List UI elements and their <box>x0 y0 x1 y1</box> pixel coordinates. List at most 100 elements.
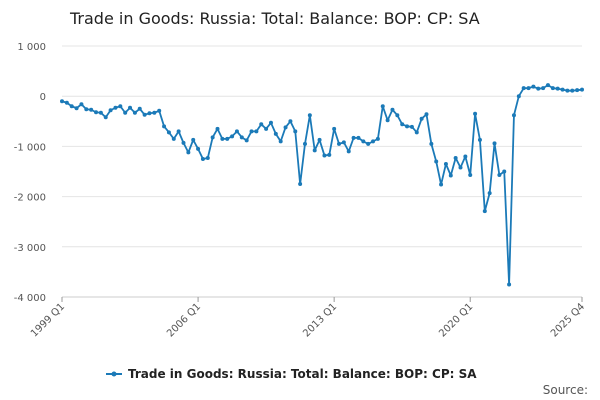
data-point[interactable] <box>103 115 108 120</box>
data-point[interactable] <box>239 135 244 140</box>
data-point[interactable] <box>405 124 410 129</box>
data-point[interactable] <box>575 88 580 93</box>
data-point[interactable] <box>497 173 502 178</box>
data-point[interactable] <box>205 155 210 160</box>
data-point[interactable] <box>545 83 550 88</box>
data-point[interactable] <box>176 129 181 134</box>
data-point[interactable] <box>84 107 89 112</box>
data-point[interactable] <box>273 131 278 136</box>
data-point[interactable] <box>225 136 230 141</box>
data-point[interactable] <box>259 122 264 127</box>
data-point[interactable] <box>215 126 220 131</box>
data-point[interactable] <box>118 104 123 109</box>
data-point[interactable] <box>580 87 584 92</box>
data-point[interactable] <box>210 135 215 140</box>
data-point[interactable] <box>458 165 463 170</box>
data-point[interactable] <box>453 155 458 160</box>
data-point[interactable] <box>346 149 351 154</box>
data-point[interactable] <box>477 137 482 142</box>
data-point[interactable] <box>419 116 424 121</box>
data-point[interactable] <box>79 102 84 107</box>
data-point[interactable] <box>390 107 395 112</box>
data-point[interactable] <box>351 135 356 140</box>
data-point[interactable] <box>555 86 560 91</box>
data-point[interactable] <box>94 110 99 115</box>
data-point[interactable] <box>89 107 94 112</box>
data-point[interactable] <box>186 150 191 155</box>
data-point[interactable] <box>341 140 346 145</box>
data-point[interactable] <box>307 113 312 118</box>
data-point[interactable] <box>128 105 133 110</box>
data-point[interactable] <box>162 124 167 129</box>
data-point[interactable] <box>332 126 337 131</box>
data-point[interactable] <box>317 137 322 142</box>
legend-label[interactable]: Trade in Goods: Russia: Total: Balance: … <box>128 367 477 381</box>
data-point[interactable] <box>434 159 439 164</box>
data-point[interactable] <box>283 125 288 130</box>
data-point[interactable] <box>157 108 162 113</box>
data-point[interactable] <box>64 100 69 105</box>
data-point[interactable] <box>371 139 376 144</box>
data-point[interactable] <box>123 110 128 115</box>
data-point[interactable] <box>565 88 570 93</box>
data-point[interactable] <box>511 113 516 118</box>
data-point[interactable] <box>550 86 555 91</box>
data-point[interactable] <box>492 141 497 146</box>
data-point[interactable] <box>409 124 414 129</box>
data-point[interactable] <box>142 112 147 117</box>
data-point[interactable] <box>448 173 453 178</box>
data-point[interactable] <box>191 137 196 142</box>
data-point[interactable] <box>463 154 468 159</box>
data-point[interactable] <box>288 119 293 124</box>
data-point[interactable] <box>147 111 152 116</box>
data-point[interactable] <box>356 135 361 140</box>
data-point[interactable] <box>395 113 400 118</box>
data-point[interactable] <box>473 111 478 116</box>
data-point[interactable] <box>375 136 380 141</box>
data-point[interactable] <box>322 153 327 158</box>
data-point[interactable] <box>60 99 64 104</box>
data-point[interactable] <box>429 141 434 146</box>
data-point[interactable] <box>200 156 205 161</box>
data-point[interactable] <box>507 282 512 287</box>
data-point[interactable] <box>69 104 74 109</box>
data-point[interactable] <box>337 141 342 146</box>
data-point[interactable] <box>327 152 332 157</box>
data-point[interactable] <box>400 122 405 127</box>
data-point[interactable] <box>171 136 176 141</box>
data-point[interactable] <box>137 106 142 111</box>
data-point[interactable] <box>302 141 307 146</box>
data-point[interactable] <box>264 126 269 131</box>
data-point[interactable] <box>113 105 118 110</box>
data-point[interactable] <box>98 110 103 115</box>
data-point[interactable] <box>366 141 371 146</box>
data-point[interactable] <box>541 86 546 91</box>
data-point[interactable] <box>74 106 79 111</box>
data-point[interactable] <box>516 94 521 99</box>
data-point[interactable] <box>526 86 531 91</box>
legend[interactable]: Trade in Goods: Russia: Total: Balance: … <box>106 367 477 381</box>
data-point[interactable] <box>482 209 487 214</box>
data-point[interactable] <box>560 87 565 92</box>
data-point[interactable] <box>298 182 303 187</box>
data-point[interactable] <box>108 108 113 113</box>
data-point[interactable] <box>361 139 366 144</box>
data-point[interactable] <box>468 173 473 178</box>
data-point[interactable] <box>570 88 575 93</box>
data-point[interactable] <box>181 140 186 145</box>
data-point[interactable] <box>536 86 541 91</box>
data-point[interactable] <box>220 136 225 141</box>
data-point[interactable] <box>293 129 298 134</box>
data-point[interactable] <box>502 169 507 174</box>
data-point[interactable] <box>166 130 171 135</box>
data-point[interactable] <box>487 191 492 196</box>
data-point[interactable] <box>152 110 157 115</box>
data-point[interactable] <box>439 182 444 187</box>
data-point[interactable] <box>380 104 385 109</box>
data-point[interactable] <box>414 130 419 135</box>
data-point[interactable] <box>132 110 137 115</box>
data-point[interactable] <box>531 84 536 89</box>
data-point[interactable] <box>385 118 390 123</box>
data-point[interactable] <box>312 148 317 153</box>
data-point[interactable] <box>521 86 526 91</box>
